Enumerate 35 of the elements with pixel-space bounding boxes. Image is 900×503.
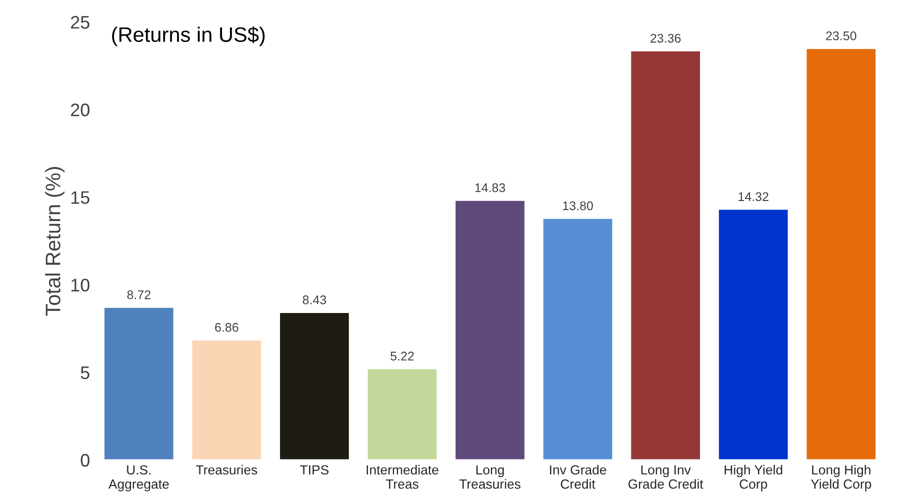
bar (278, 312, 350, 460)
x-tick-label: Intermediate Treas (366, 464, 438, 489)
y-tick-label: 10 (71, 278, 90, 292)
data-label: 14.32 (738, 192, 768, 202)
y-tick-label: 15 (71, 191, 90, 204)
bar (366, 368, 438, 460)
bar (190, 339, 262, 460)
bar (805, 48, 877, 460)
data-label: 6.86 (215, 322, 238, 332)
y-axis-title: Total Return (%) (45, 167, 64, 316)
x-tick-label: TIPS (300, 465, 328, 475)
y-tick-label: 0 (80, 454, 90, 467)
bar (103, 306, 175, 460)
x-tick-label: Long Treasuries (459, 465, 520, 489)
data-label: 13.80 (563, 201, 593, 210)
data-label: 23.36 (650, 34, 681, 43)
data-label: 5.22 (390, 352, 414, 361)
x-tick-label: U.S. Aggregate (108, 465, 169, 492)
y-tick-label: 5 (80, 366, 90, 380)
x-tick-label: Treasuries (196, 464, 258, 475)
x-tick-label: Long High Yield Corp (810, 464, 872, 492)
bar (718, 208, 790, 460)
bar (454, 199, 526, 460)
data-label: 8.43 (302, 295, 326, 304)
data-label: 8.72 (127, 290, 150, 300)
x-tick-label: Long Inv Grade Credit (628, 465, 704, 489)
annotation: (Returns in US$) (112, 26, 265, 46)
x-tick-label: High Yield Corp (724, 464, 782, 492)
bar (542, 218, 614, 460)
y-tick-label: 20 (70, 104, 90, 116)
y-tick-label: 25 (70, 16, 90, 29)
data-label: 23.50 (826, 31, 856, 40)
data-label: 14.83 (475, 183, 506, 192)
x-tick-label: Inv Grade Credit (550, 464, 606, 489)
bar (630, 50, 702, 460)
